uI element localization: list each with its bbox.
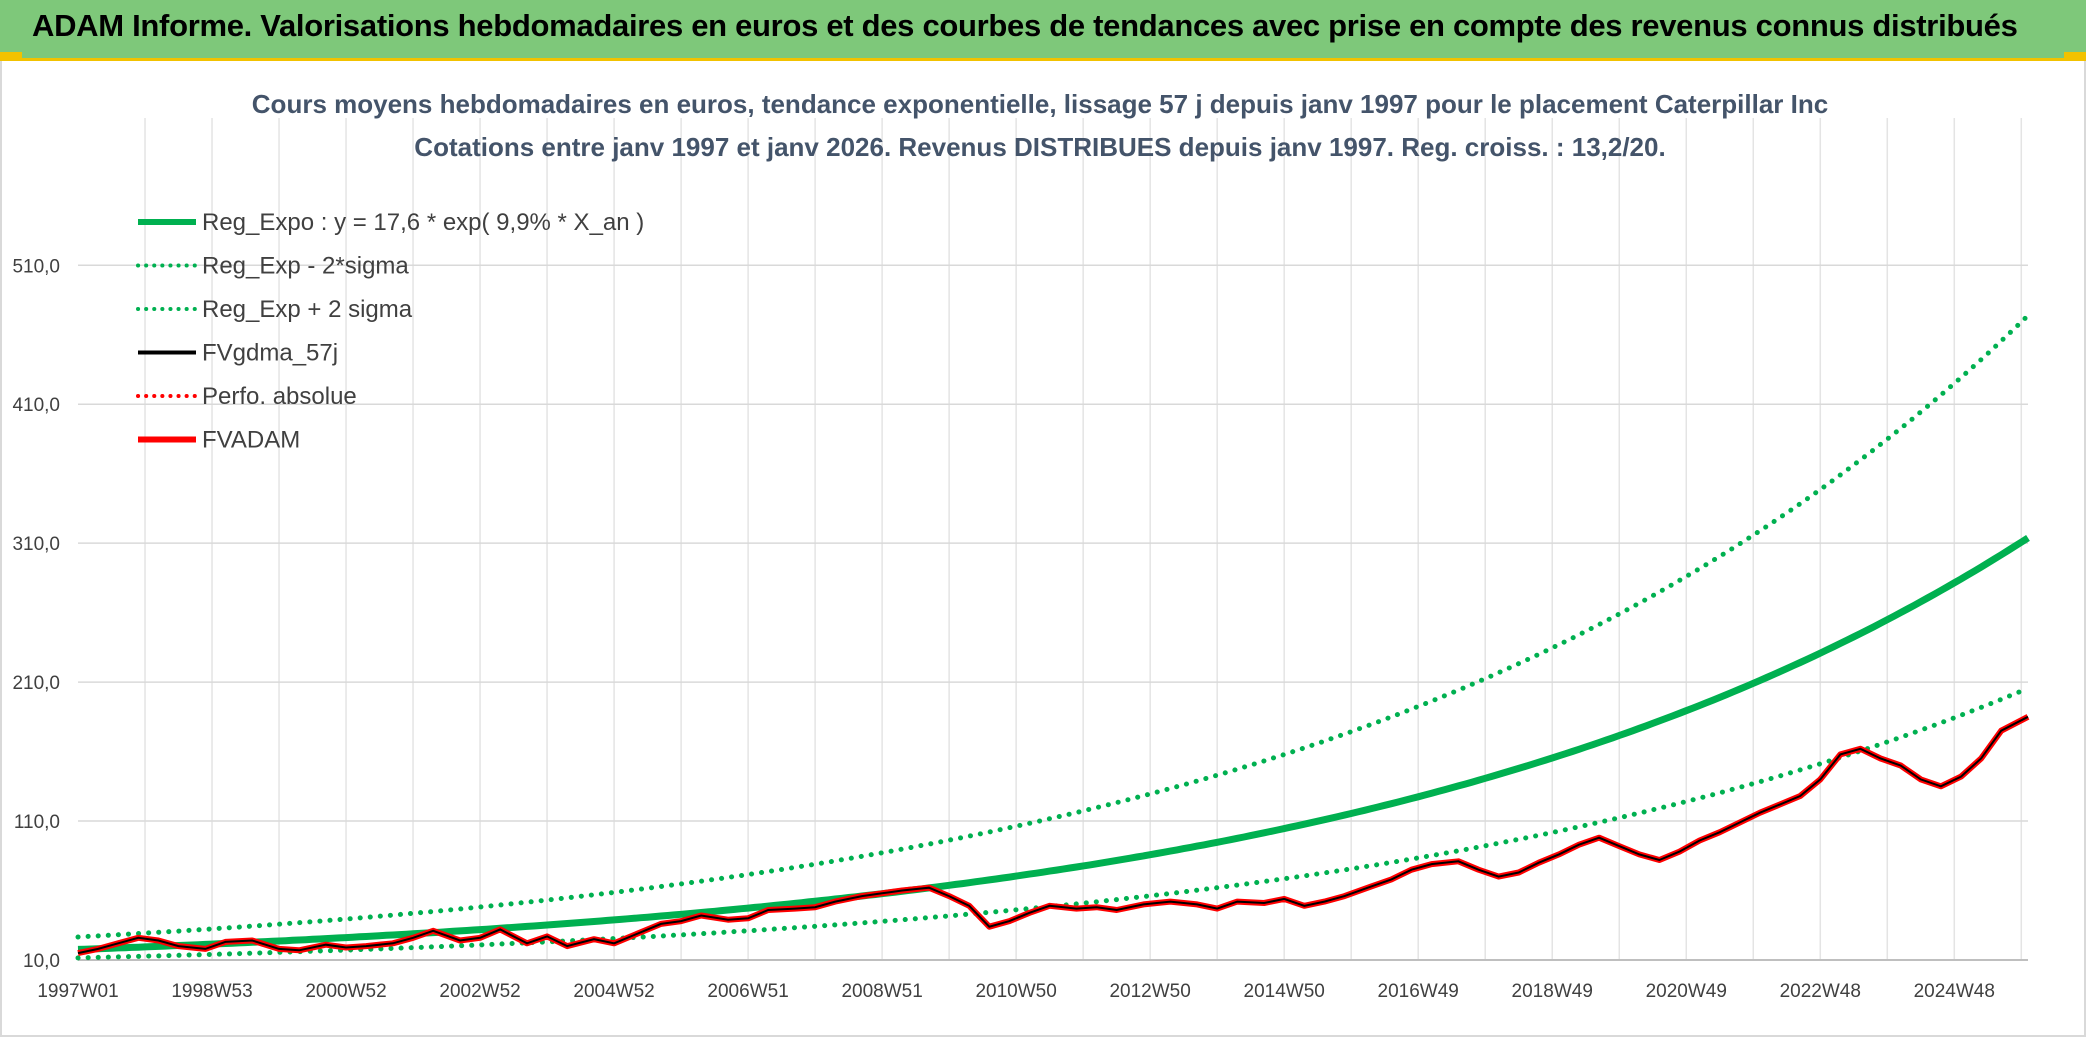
y-tick-label: 510,0 [12,256,60,277]
series-fvgdma-57j [77,715,2029,955]
series-reg-expo [77,534,2030,953]
legend-label: Reg_Exp + 2 sigma [202,296,413,323]
legend: Reg_Expo : y = 17,6 * exp( 9,9% * X_an )… [136,209,644,454]
x-tick-label: 2002W52 [439,981,520,1002]
legend-label: FVADAM [202,427,300,454]
x-tick-label: 1997W01 [37,981,118,1002]
x-tick-label: 2014W50 [1244,981,1325,1002]
x-tick-label: 2006W51 [707,981,788,1002]
header-title: ADAM Informe. Valorisations hebdomadaire… [32,8,2018,43]
x-tick-label: 2020W49 [1646,981,1727,1002]
grid-layer [78,118,2028,961]
y-tick-label: 310,0 [12,534,60,555]
series-layer [75,313,2031,961]
header-bar: ADAM Informe. Valorisations hebdomadaire… [0,0,2086,61]
x-tick-label: 2004W52 [573,981,654,1002]
x-tick-label: 2012W50 [1109,981,1190,1002]
corner-marker-left [0,52,22,58]
x-tick-label: 2010W50 [975,981,1056,1002]
x-tick-label: 2000W52 [305,981,386,1002]
series-reg-exp-plus-2sigma [75,313,2031,940]
x-tick-label: 2016W49 [1378,981,1459,1002]
x-tick-label: 2018W49 [1512,981,1593,1002]
legend-label: FVgdma_57j [202,340,338,367]
y-tick-label: 410,0 [12,395,60,416]
y-tick-label: 110,0 [14,812,60,833]
x-tick-label: 1998W53 [171,981,252,1002]
x-tick-label: 2024W48 [1914,981,1995,1002]
legend-label: Perfo. absolue [202,383,357,410]
chart-subtitle: Cotations entre janv 1997 et janv 2026. … [414,132,1665,162]
y-tick-label: 210,0 [12,673,60,694]
corner-marker-right [2064,52,2086,58]
x-tick-label: 2008W51 [841,981,922,1002]
chart-title: Cours moyens hebdomadaires en euros, ten… [252,89,1828,119]
legend-label: Reg_Expo : y = 17,6 * exp( 9,9% * X_an ) [202,209,644,236]
y-tick-label: 10,0 [23,951,60,972]
legend-label: Reg_Exp - 2*sigma [202,253,409,280]
x-tick-label: 2022W48 [1780,981,1861,1002]
axis-layer: 10,0 110,0 210,0 310,0 410,0 510,0 1997W01 1998… [12,256,2028,1002]
series-reg-exp-minus-2sigma [75,685,2031,961]
